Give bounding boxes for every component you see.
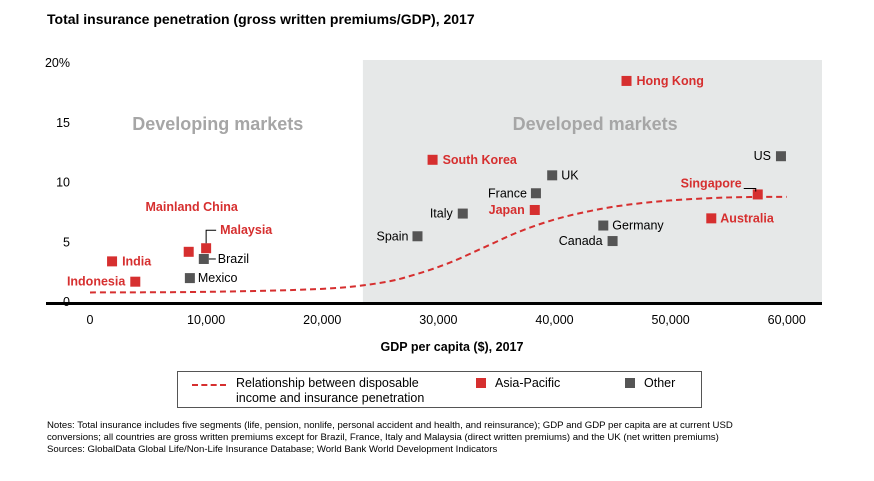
legend-asia-label: Asia-Pacific xyxy=(495,376,561,390)
point-south-korea xyxy=(427,154,438,165)
point-germany xyxy=(598,220,609,231)
trend-line xyxy=(89,195,787,294)
label-singapore: Singapore xyxy=(681,176,742,190)
point-japan xyxy=(529,204,540,215)
legend-other-swatch xyxy=(625,378,635,388)
label-mexico: Mexico xyxy=(198,271,238,285)
point-singapore xyxy=(752,189,763,200)
legend: Relationship between disposable income a… xyxy=(177,371,702,408)
point-uk xyxy=(547,170,558,181)
x-axis-title: GDP per capita ($), 2017 xyxy=(381,340,524,354)
point-india xyxy=(107,256,118,267)
label-south-korea: South Korea xyxy=(443,153,518,167)
y-tick-label: 15 xyxy=(56,116,70,130)
label-brazil: Brazil xyxy=(218,252,249,266)
label-us: US xyxy=(754,149,771,163)
x-tick-label: 10,000 xyxy=(187,313,225,327)
y-tick-label: 5 xyxy=(63,235,70,249)
x-tick-label: 60,000 xyxy=(768,313,806,327)
label-hong-kong: Hong Kong xyxy=(637,74,704,88)
developed-markets-region xyxy=(362,60,822,302)
point-brazil xyxy=(198,253,209,264)
point-france xyxy=(530,188,541,199)
point-australia xyxy=(706,213,717,224)
label-italy: Italy xyxy=(430,207,454,221)
point-mainland-china xyxy=(183,246,194,257)
point-malaysia xyxy=(201,243,212,254)
label-mainland-china: Mainland China xyxy=(146,200,239,214)
label-australia: Australia xyxy=(720,211,775,225)
legend-trend-swatch xyxy=(192,384,226,386)
developing-markets-label: Developing markets xyxy=(132,114,303,134)
label-france: France xyxy=(488,186,527,200)
label-uk: UK xyxy=(561,168,579,182)
label-indonesia: Indonesia xyxy=(67,275,126,289)
legend-other-label: Other xyxy=(644,376,676,390)
sources-line: Sources: GlobalData Global Life/Non-Life… xyxy=(47,444,498,456)
label-spain: Spain xyxy=(376,229,408,243)
point-canada xyxy=(607,236,618,247)
chart-title: Total insurance penetration (gross writt… xyxy=(47,11,475,27)
label-japan: Japan xyxy=(489,203,525,217)
label-germany: Germany xyxy=(612,219,664,233)
notes-line-1: Notes: Total insurance includes five seg… xyxy=(47,420,733,431)
leader-singapore xyxy=(743,187,757,192)
x-tick-label: 20,000 xyxy=(303,313,341,327)
footnotes: Notes: Total insurance includes five seg… xyxy=(47,420,847,457)
legend-trend-label-line1: Relationship between disposable xyxy=(236,376,419,390)
legend-trend-label-line2: income and insurance penetration xyxy=(236,391,425,405)
scatter-plot: Developing markets Developed markets 0 5 1… xyxy=(45,56,822,354)
x-tick-label: 50,000 xyxy=(652,313,690,327)
x-tick-label: 30,000 xyxy=(419,313,457,327)
point-hong-kong xyxy=(621,75,632,86)
label-malaysia: Malaysia xyxy=(220,223,273,237)
legend-trend-label: Relationship between disposable income a… xyxy=(236,376,456,406)
leader-malaysia xyxy=(205,229,217,244)
x-tick-label: 0 xyxy=(87,313,94,327)
point-mexico xyxy=(184,273,195,284)
point-indonesia xyxy=(130,276,141,287)
label-canada: Canada xyxy=(559,234,603,248)
x-tick-label: 40,000 xyxy=(535,313,573,327)
point-italy xyxy=(457,208,468,219)
legend-asia-swatch xyxy=(476,378,486,388)
y-tick-label: 10 xyxy=(56,176,70,190)
label-india: India xyxy=(122,254,152,268)
developed-markets-label: Developed markets xyxy=(513,114,678,134)
y-tick-label: 20% xyxy=(45,56,70,70)
notes-line-2: conversions; all countries are gross wri… xyxy=(47,432,719,444)
point-spain xyxy=(412,231,423,242)
point-us xyxy=(775,151,786,162)
